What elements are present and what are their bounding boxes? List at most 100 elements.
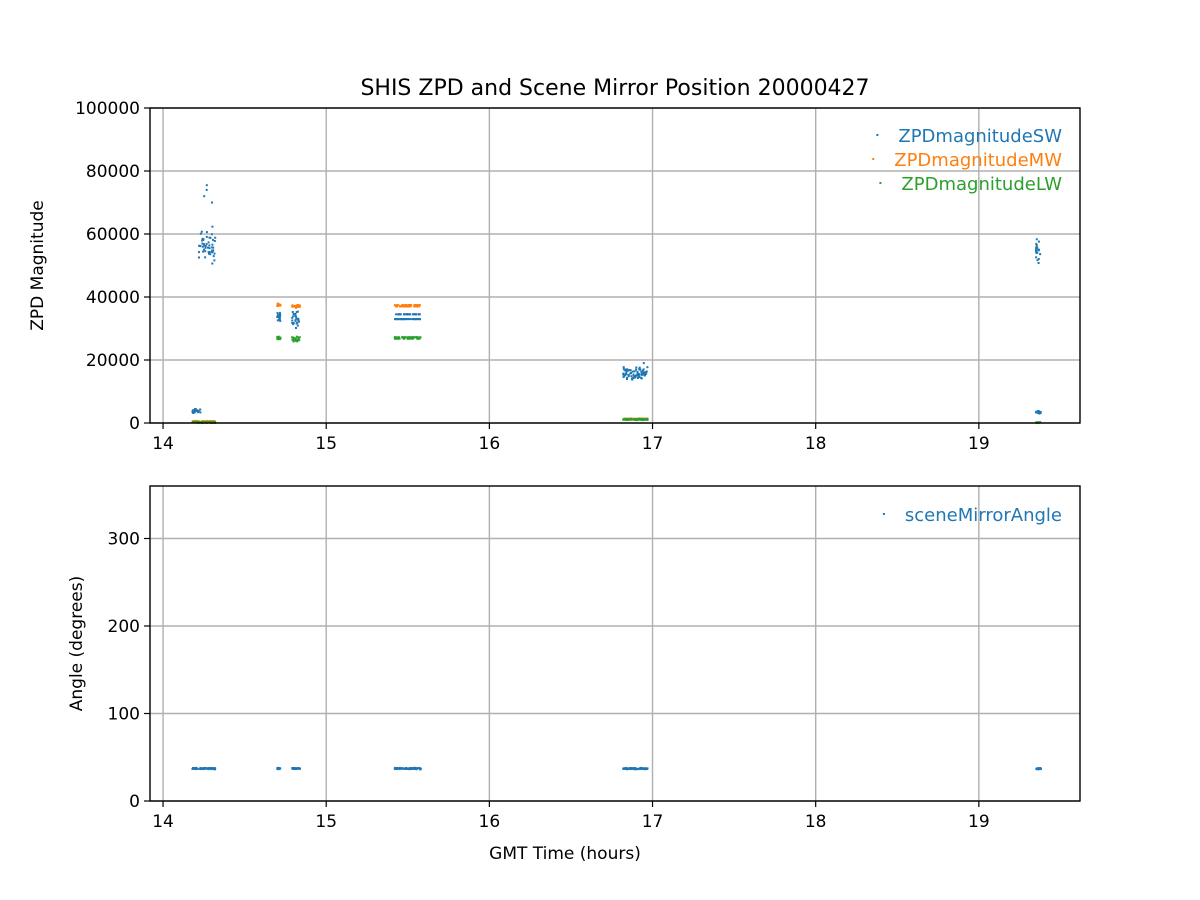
data-point — [402, 337, 405, 340]
data-point — [277, 314, 280, 317]
data-point — [626, 368, 629, 371]
y-tick-label: 40000 — [86, 288, 140, 308]
data-point — [277, 303, 280, 306]
data-point — [278, 315, 281, 318]
data-point — [408, 305, 411, 308]
data-point — [202, 421, 205, 424]
data-point — [1036, 767, 1039, 770]
data-point — [213, 259, 216, 262]
data-point — [295, 322, 298, 325]
data-point — [629, 369, 632, 372]
data-point — [414, 336, 417, 339]
data-point — [208, 244, 211, 247]
data-point — [194, 421, 197, 423]
data-point — [397, 313, 400, 316]
data-point — [207, 767, 210, 769]
data-point — [417, 313, 420, 316]
data-point — [410, 337, 413, 340]
data-point — [191, 410, 194, 413]
data-point — [192, 409, 195, 412]
data-point — [418, 336, 421, 339]
data-point — [400, 318, 403, 321]
scene-mirror-angle-panel: 14 15 16 17 18 19 0 100 200 300 Angle (degrees) G… — [67, 485, 1081, 864]
data-point — [631, 767, 634, 770]
data-point — [412, 336, 415, 339]
data-point — [1035, 246, 1038, 249]
data-point — [635, 366, 638, 369]
data-point — [294, 337, 297, 340]
data-point — [638, 366, 641, 369]
data-point — [209, 236, 212, 239]
data-point — [1035, 256, 1038, 259]
data-point — [642, 362, 645, 365]
data-point — [276, 319, 279, 322]
data-point — [199, 767, 202, 770]
data-point — [1038, 411, 1041, 414]
data-point — [211, 225, 214, 228]
data-point — [411, 336, 414, 339]
data-point — [643, 767, 646, 770]
data-point — [200, 230, 203, 233]
zpd-axes: 14 15 16 17 18 19 0 20000 40000 60000 80000 100000 — [75, 99, 1081, 454]
data-point — [296, 338, 299, 341]
data-point — [197, 409, 200, 412]
data-point — [643, 374, 646, 377]
data-point — [640, 767, 643, 770]
data-point — [633, 376, 636, 379]
data-point — [292, 313, 295, 315]
data-point — [291, 336, 294, 339]
data-point — [644, 372, 647, 375]
data-point — [276, 337, 279, 340]
angle-y-axis-label: Angle (degrees) — [67, 576, 87, 711]
data-point — [419, 336, 422, 339]
x-tick-label: 17 — [642, 434, 664, 454]
data-point — [635, 418, 638, 421]
data-point — [294, 305, 296, 308]
data-point — [641, 369, 644, 372]
data-point — [277, 337, 280, 340]
data-point — [201, 242, 204, 245]
data-point — [1039, 411, 1042, 414]
data-point — [291, 319, 294, 322]
data-point — [1035, 248, 1038, 251]
data-point — [292, 767, 294, 770]
data-point — [623, 767, 626, 770]
data-point — [413, 305, 416, 308]
data-point — [211, 201, 213, 204]
data-point — [279, 337, 282, 340]
data-point — [412, 313, 414, 316]
data-point — [295, 335, 298, 338]
x-tick-label: 14 — [152, 812, 174, 832]
data-point — [397, 304, 400, 307]
data-point — [291, 321, 294, 324]
data-point — [298, 320, 300, 323]
y-tick-label: 60000 — [86, 225, 140, 245]
data-point — [296, 305, 299, 308]
y-tick-label: 80000 — [86, 162, 140, 182]
data-point — [403, 318, 406, 321]
data-point — [624, 373, 627, 376]
zpd-magnitude-panel: 14 15 16 17 18 19020000400006000080000100000 … — [28, 99, 1081, 454]
data-point — [291, 338, 294, 341]
data-point — [276, 335, 279, 338]
data-point — [192, 419, 195, 422]
data-point — [399, 318, 402, 321]
data-point — [406, 318, 409, 321]
data-point — [623, 374, 626, 377]
data-point — [298, 336, 301, 339]
data-point — [401, 336, 404, 339]
data-point — [394, 336, 397, 339]
data-point — [414, 318, 417, 321]
data-point — [413, 313, 416, 316]
x-tick-label: 15 — [315, 812, 337, 832]
angle-points — [191, 766, 1042, 771]
data-point — [405, 318, 408, 321]
data-point — [203, 195, 206, 198]
data-point — [277, 766, 280, 769]
data-point — [279, 319, 282, 322]
data-point — [629, 372, 632, 375]
data-point — [643, 418, 646, 421]
data-point — [646, 366, 649, 369]
data-point — [633, 768, 636, 771]
data-point — [624, 372, 627, 375]
